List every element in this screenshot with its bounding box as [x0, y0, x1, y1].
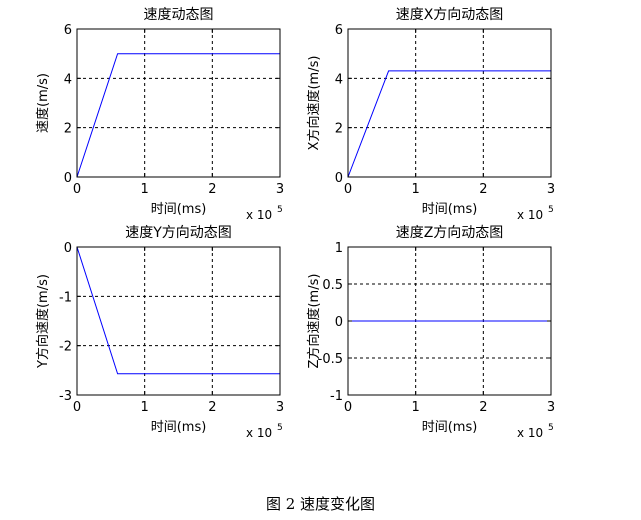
x-tick-label: 3 [547, 182, 555, 197]
y-tick-label: 0 [335, 171, 343, 186]
y-axis-label: Z方向速度(m/s) [306, 274, 322, 369]
y-tick-label: -0.5 [318, 352, 343, 367]
y-tick-label: -2 [59, 340, 72, 355]
chart-panel-3 [76, 246, 281, 396]
x-tick-label: 0 [73, 182, 81, 197]
y-tick-label: 0 [64, 241, 72, 256]
chart-panel-4 [347, 246, 552, 396]
x-tick-label: 2 [479, 182, 487, 197]
x-tick-label: 0 [344, 182, 352, 197]
x-tick-label: 2 [208, 182, 216, 197]
x-exponent-power: 5 [277, 423, 283, 433]
x-tick-label: 3 [547, 400, 555, 415]
x-tick-label: 2 [208, 400, 216, 415]
y-axis-label: Y方向速度(m/s) [35, 274, 51, 369]
x-tick-label: 3 [276, 182, 284, 197]
y-tick-label: 6 [335, 23, 343, 38]
y-axis-label: 速度(m/s) [35, 73, 51, 133]
x-exponent-power: 5 [277, 205, 283, 215]
x-exponent-label: x 10 [246, 426, 272, 440]
y-tick-label: 4 [335, 72, 343, 87]
y-tick-label: 6 [64, 23, 72, 38]
x-tick-label: 0 [344, 400, 352, 415]
chart-title: 速度Z方向动态图 [396, 225, 504, 241]
x-tick-label: 1 [412, 182, 420, 197]
series-line [76, 246, 280, 375]
y-tick-label: -3 [59, 389, 72, 404]
chart-panel-1 [76, 28, 281, 178]
axes-box [76, 28, 281, 178]
x-exponent-power: 5 [548, 423, 554, 433]
x-tick-label: 1 [141, 400, 149, 415]
x-tick-label: 0 [73, 400, 81, 415]
axes-box [347, 28, 552, 178]
y-tick-label: 0 [335, 315, 343, 330]
x-axis-label: 时间(ms) [422, 202, 478, 217]
x-tick-label: 1 [141, 182, 149, 197]
y-tick-label: 0 [64, 171, 72, 186]
x-tick-label: 2 [479, 400, 487, 415]
y-tick-label: 0.5 [322, 278, 343, 293]
y-tick-label: 2 [64, 122, 72, 137]
y-tick-label: -1 [330, 389, 343, 404]
x-exponent-label: x 10 [517, 208, 543, 222]
chart-panel-2 [347, 28, 552, 178]
y-tick-label: 4 [64, 72, 72, 87]
chart-title: 速度动态图 [144, 7, 214, 23]
series-line [347, 70, 551, 178]
x-tick-label: 3 [276, 400, 284, 415]
chart-title: 速度Y方向动态图 [125, 225, 232, 241]
axes-box [76, 246, 281, 396]
x-exponent-label: x 10 [517, 426, 543, 440]
x-tick-label: 1 [412, 400, 420, 415]
y-tick-label: -1 [59, 290, 72, 305]
x-axis-label: 时间(ms) [422, 420, 478, 435]
y-axis-label: X方向速度(m/s) [306, 56, 322, 151]
x-axis-label: 时间(ms) [151, 420, 207, 435]
x-exponent-power: 5 [548, 205, 554, 215]
chart-title: 速度X方向动态图 [396, 7, 504, 23]
series-line [76, 53, 280, 178]
figure-caption: 图 2 速度变化图 [265, 495, 376, 513]
y-tick-label: 2 [335, 122, 343, 137]
x-axis-label: 时间(ms) [151, 202, 207, 217]
y-tick-label: 1 [335, 241, 343, 256]
x-exponent-label: x 10 [246, 208, 272, 222]
